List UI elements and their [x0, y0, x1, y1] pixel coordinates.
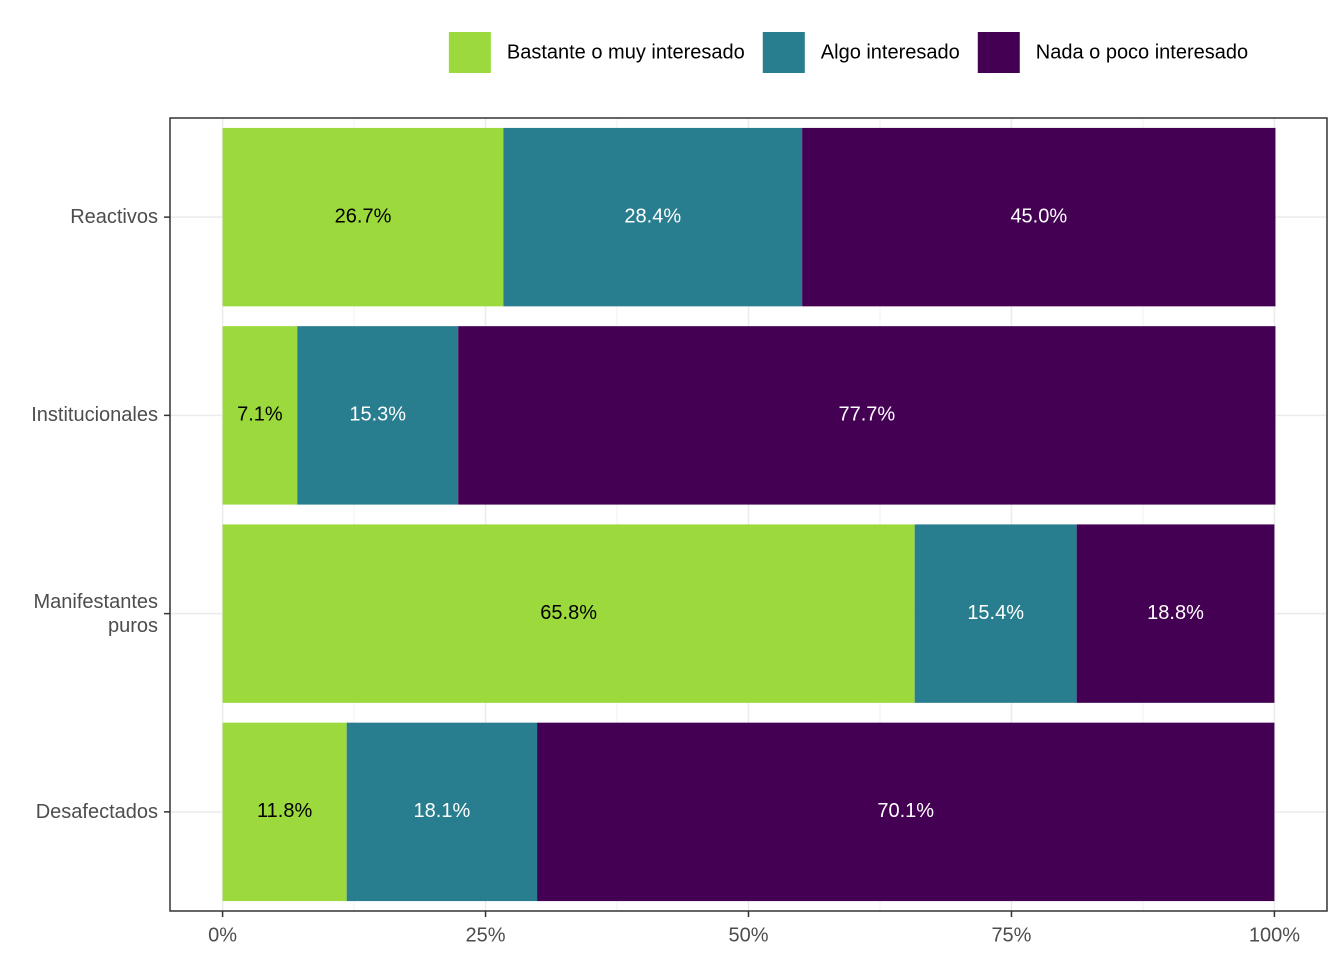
bar-segment — [1076, 524, 1275, 703]
legend-label: Bastante o muy interesado — [507, 41, 745, 63]
x-tick-label: 75% — [991, 924, 1031, 946]
value-label: 28.4% — [624, 205, 681, 227]
bar-segment — [458, 326, 1276, 505]
legend-label: Algo interesado — [821, 41, 960, 63]
bar-segment — [802, 127, 1276, 307]
y-tick-label: Desafectados — [35, 800, 158, 823]
bar-segment — [503, 127, 803, 307]
bar-segment — [537, 722, 1275, 902]
y-tick-label: Institucionales — [31, 404, 158, 427]
bar-segment — [222, 722, 347, 902]
legend-swatch — [977, 32, 1020, 73]
value-label: 11.8% — [257, 800, 312, 822]
value-label: 15.4% — [967, 602, 1024, 624]
legend-swatch — [448, 32, 491, 73]
y-tick-label: Manifestantes puros — [33, 590, 158, 637]
x-tick-label: 25% — [466, 924, 506, 946]
bar-segment — [222, 127, 504, 307]
x-tick-label: 50% — [728, 924, 768, 946]
x-tick-label: 100% — [1249, 924, 1300, 946]
y-tick-label: Reactivos — [70, 206, 158, 229]
x-tick-label: 0% — [208, 924, 237, 946]
bar-segment — [346, 722, 538, 902]
value-label: 70.1% — [877, 800, 934, 822]
value-label: 18.1% — [414, 800, 471, 822]
legend-swatch — [762, 32, 805, 73]
bar-segment — [222, 326, 298, 505]
bar-segment — [914, 524, 1077, 703]
legend-label: Nada o poco interesado — [1036, 41, 1248, 63]
value-label: 15.3% — [349, 404, 406, 426]
bar-segment — [222, 524, 915, 703]
value-label: 45.0% — [1010, 205, 1067, 227]
bar-segment — [297, 326, 459, 505]
value-label: 18.8% — [1147, 602, 1204, 624]
value-label: 7.1% — [237, 404, 283, 426]
value-label: 65.8% — [540, 602, 597, 624]
value-label: 26.7% — [335, 205, 392, 227]
value-label: 77.7% — [838, 404, 895, 426]
